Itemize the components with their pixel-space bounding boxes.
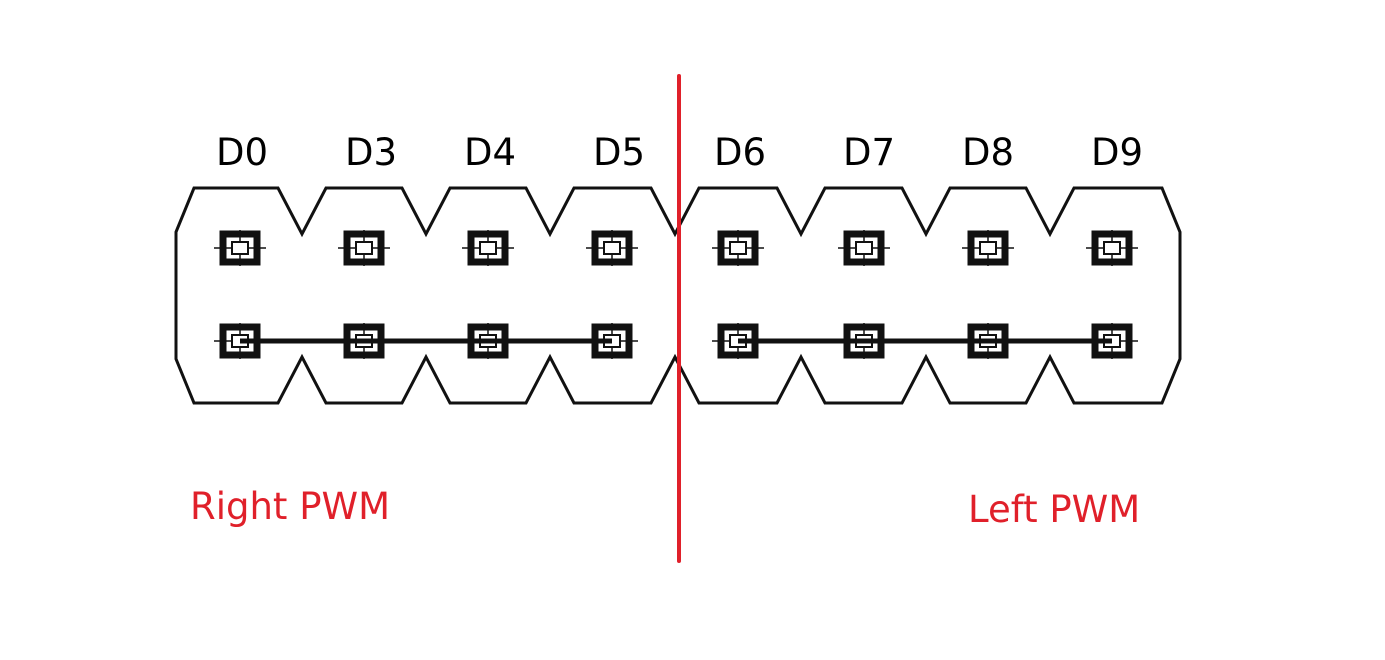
right-pwm-label: Right PWM [190, 485, 390, 528]
pad-hole [1103, 241, 1121, 255]
pad-square [343, 230, 385, 266]
pin-pad-d5-row1 [586, 230, 638, 266]
pad-square [219, 230, 261, 266]
pin-pad-d4-row1 [462, 230, 514, 266]
pin-label-d0: D0 [216, 131, 268, 174]
pin-pad-d0-row1 [214, 230, 266, 266]
pin-label-d3: D3 [345, 131, 397, 174]
pin-label-d5: D5 [593, 131, 645, 174]
pin-label-d7: D7 [843, 131, 895, 174]
pad-hole [479, 241, 497, 255]
pad-hole [603, 241, 621, 255]
header-outline [174, 186, 1182, 405]
pin-label-d4: D4 [464, 131, 516, 174]
pad-hole [855, 241, 873, 255]
pad-square [717, 230, 759, 266]
pin-pad-d3-row1 [338, 230, 390, 266]
pin-label-d6: D6 [714, 131, 766, 174]
pin-pad-d9-row1 [1086, 230, 1138, 266]
pad-square [591, 230, 633, 266]
pin-pad-d7-row1 [838, 230, 890, 266]
pad-square [467, 230, 509, 266]
pad-square [1091, 230, 1133, 266]
pad-hole [729, 241, 747, 255]
pin-label-d8: D8 [962, 131, 1014, 174]
pad-square [843, 230, 885, 266]
pin-label-d9: D9 [1091, 131, 1143, 174]
pad-hole [231, 241, 249, 255]
pad-hole [979, 241, 997, 255]
pin-labels: D0 D3 D4 D5 D6 D7 D8 D9 [216, 131, 1143, 174]
pin-pad-d8-row1 [962, 230, 1014, 266]
pad-hole [355, 241, 373, 255]
header-body-outline [174, 186, 1182, 405]
pin-pad-d6-row1 [712, 230, 764, 266]
pad-square [967, 230, 1009, 266]
left-pwm-label: Left PWM [968, 488, 1140, 531]
